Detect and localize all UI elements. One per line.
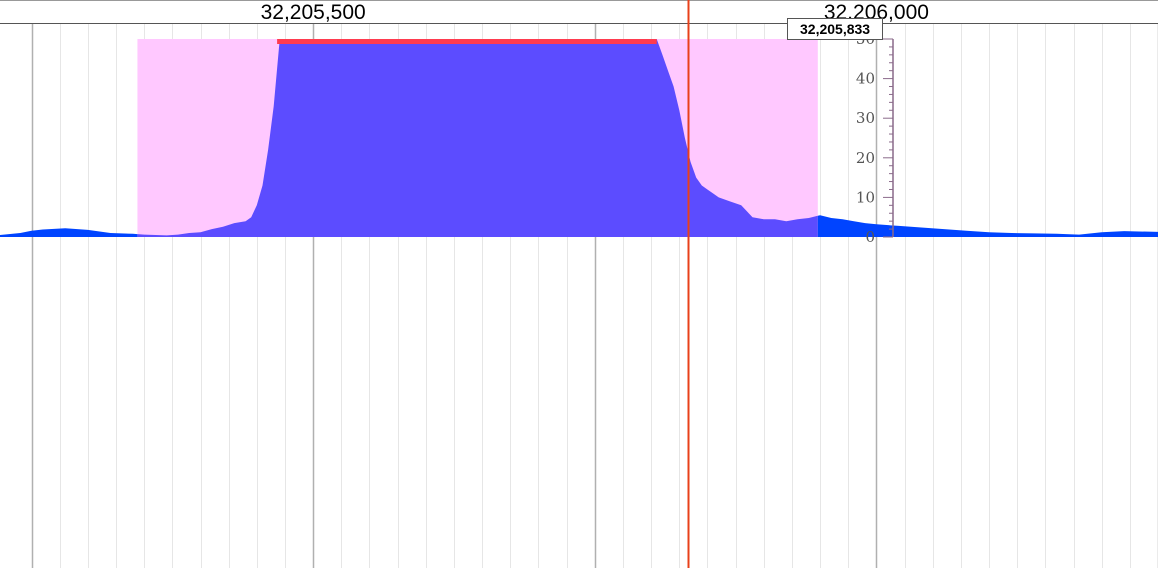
- genome-ruler[interactable]: 32,205,500 32,206,000: [0, 0, 1158, 24]
- clip-indicator: [277, 39, 657, 44]
- cursor-position-label: 32,205,833: [787, 18, 884, 40]
- coverage-right: [817, 215, 1158, 237]
- y-tick-label: 20: [856, 149, 875, 167]
- coverage-left: [0, 228, 138, 237]
- y-tick-label: 40: [856, 70, 875, 88]
- ruler-label-32205500: 32,205,500: [260, 1, 366, 24]
- coverage-area: [0, 39, 1158, 237]
- y-tick-label: 0: [865, 228, 875, 246]
- y-axis: 01020304050: [856, 30, 894, 246]
- y-tick-label: 10: [856, 188, 875, 206]
- coverage-selected: [137, 39, 818, 237]
- clip-bar: [277, 39, 657, 44]
- y-tick-label: 30: [856, 109, 875, 127]
